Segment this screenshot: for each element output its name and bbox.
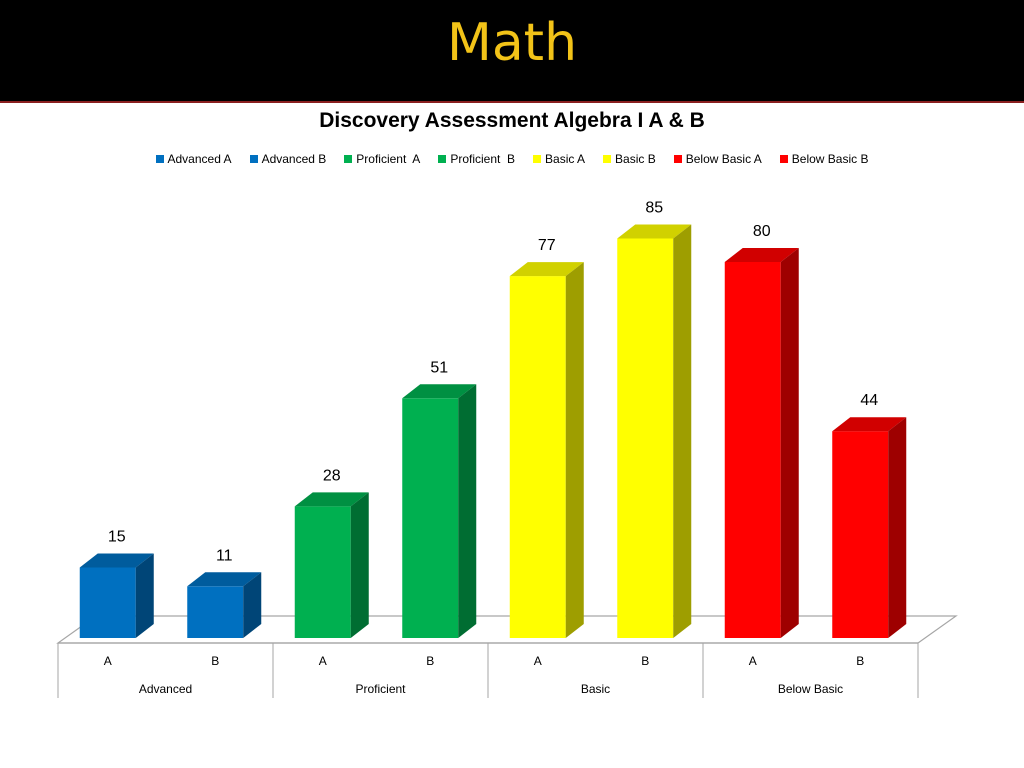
- bar-top-face: [509, 262, 584, 277]
- data-label: 44: [860, 392, 878, 409]
- legend-label: Proficient A: [356, 152, 421, 166]
- bar: [509, 276, 566, 638]
- bar: [294, 506, 351, 638]
- x-group-label: Below Basic: [778, 682, 843, 696]
- legend-swatch: [344, 155, 353, 163]
- x-group-label: Advanced: [139, 682, 192, 696]
- chart-legend: Advanced A Advanced B Proficient A Proficie…: [0, 150, 1024, 168]
- legend-swatch: [249, 155, 258, 163]
- x-tick-label: B: [426, 654, 434, 668]
- bar-side-face: [350, 492, 369, 638]
- legend-swatch: [673, 155, 682, 163]
- data-label: 85: [645, 200, 663, 217]
- bar: [617, 238, 674, 638]
- bar-top-face: [617, 224, 692, 239]
- bar-side-face: [458, 384, 477, 638]
- x-tick-label: B: [856, 654, 864, 668]
- legend-label: Advanced A: [167, 152, 232, 166]
- bar-side-face: [888, 417, 907, 638]
- bar-top-face: [402, 384, 477, 399]
- bar: [79, 567, 136, 638]
- data-label: 80: [753, 223, 771, 240]
- x-tick-label: A: [319, 654, 327, 668]
- legend-item: Advanced A: [155, 150, 232, 168]
- x-tick-label: B: [641, 654, 649, 668]
- data-label: 28: [323, 467, 341, 484]
- x-tick-label: B: [211, 654, 219, 668]
- legend-label: Below Basic B: [791, 152, 869, 166]
- legend-label: Proficient B: [450, 152, 516, 166]
- legend-item: Advanced B: [249, 150, 327, 168]
- bar-top-face: [832, 417, 907, 432]
- data-label: 51: [430, 359, 448, 376]
- x-tick-label: A: [104, 654, 112, 668]
- legend-item: Below Basic B: [779, 150, 869, 168]
- bar: [832, 431, 889, 638]
- bar-top-face: [79, 553, 154, 568]
- legend-item: Proficient A: [344, 150, 420, 168]
- x-group-label: Basic: [581, 682, 610, 696]
- bar-side-face: [780, 248, 799, 638]
- title-bar: Math: [0, 0, 1024, 103]
- x-tick-label: A: [749, 654, 757, 668]
- x-tick-label: A: [534, 654, 542, 668]
- data-label: 15: [108, 529, 126, 546]
- legend-swatch: [438, 155, 447, 163]
- bar-top-face: [724, 248, 799, 262]
- legend-item: Basic A: [533, 150, 585, 168]
- legend-item: Basic B: [603, 150, 656, 168]
- slide-title: Math: [446, 13, 578, 73]
- legend-swatch: [155, 155, 164, 163]
- bar: [187, 586, 244, 638]
- bar-side-face: [565, 262, 584, 638]
- legend-label: Advanced B: [261, 152, 327, 166]
- legend-swatch: [779, 155, 788, 163]
- x-group-label: Proficient: [355, 682, 406, 696]
- bar-side-face: [135, 553, 154, 638]
- chart-title: Discovery Assessment Algebra I A & B: [319, 109, 705, 132]
- bar-top-face: [294, 492, 369, 507]
- bar-top-face: [187, 572, 262, 587]
- bar-side-face: [673, 224, 692, 638]
- legend-label: Below Basic A: [685, 152, 762, 166]
- data-label: 11: [216, 547, 233, 564]
- legend-label: Basic A: [545, 152, 586, 166]
- bar-side-face: [243, 572, 262, 638]
- legend-item: Below Basic A: [673, 150, 762, 168]
- bar: [402, 398, 459, 638]
- bar: [724, 262, 781, 638]
- data-label: 77: [538, 237, 556, 254]
- legend-swatch: [603, 155, 612, 163]
- legend-item: Proficient B: [438, 150, 515, 168]
- legend-label: Basic B: [615, 152, 656, 166]
- legend-swatch: [533, 155, 542, 163]
